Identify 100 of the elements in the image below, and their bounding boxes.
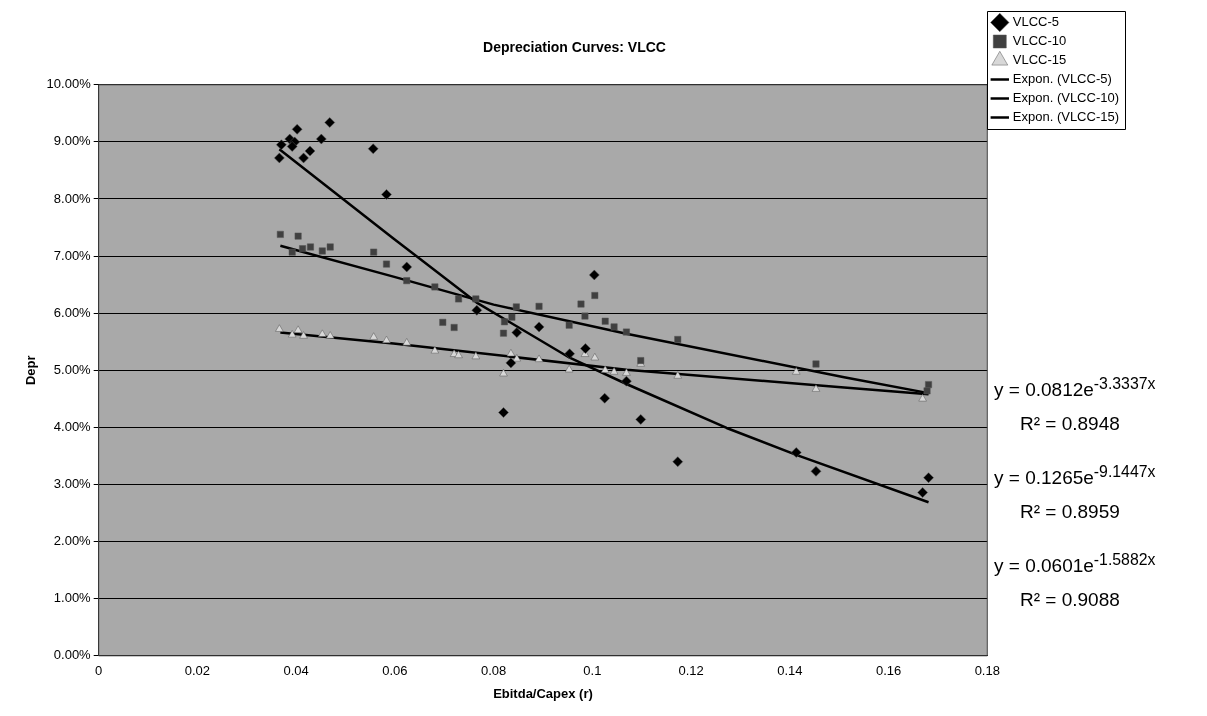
point <box>298 152 309 164</box>
x-tick-label: 0.18 <box>974 663 1000 679</box>
point <box>672 456 684 467</box>
point <box>812 360 820 368</box>
point <box>369 332 378 340</box>
point <box>621 375 632 387</box>
point <box>610 323 618 331</box>
point <box>288 248 296 256</box>
x-tick-label: 0.16 <box>875 663 902 679</box>
point <box>601 365 610 373</box>
y-tick-label: 6.00% <box>53 304 92 320</box>
point <box>601 317 609 325</box>
point <box>506 348 516 357</box>
point <box>590 352 599 361</box>
point <box>565 364 574 373</box>
point <box>316 133 327 145</box>
point <box>318 247 326 255</box>
point <box>810 466 822 477</box>
y-tick-label: 3.00% <box>53 476 92 492</box>
point <box>472 295 480 303</box>
y-tick-label: 0.00% <box>53 647 92 663</box>
text: R² = 0.8959 <box>1020 500 1120 524</box>
y-tick-label: 5.00% <box>53 361 92 377</box>
point <box>439 318 447 326</box>
y-tick-label: 4.00% <box>53 418 92 434</box>
legend-label: VLCC-5 <box>1012 14 1060 30</box>
x-tick-label: 0 <box>95 663 103 679</box>
point <box>286 141 298 152</box>
point <box>403 277 411 285</box>
point <box>811 384 821 392</box>
point <box>326 331 335 339</box>
text: R² = 0.8948 <box>1020 412 1120 436</box>
x-tick-label: 0.1 <box>583 663 602 679</box>
point <box>512 303 520 311</box>
y-tick-label: 9.00% <box>53 133 92 149</box>
point <box>370 248 378 256</box>
chart-title: Depreciation Curves: VLCC <box>483 39 666 56</box>
point <box>622 328 630 336</box>
x-axis-title: Ebitda/Capex (r) <box>493 685 593 701</box>
point <box>430 346 440 354</box>
point <box>401 261 412 273</box>
point <box>917 487 928 498</box>
x-tick-label: 0.14 <box>777 663 803 679</box>
point <box>577 300 585 308</box>
text: y = 0.1265e$^{-9.1447x}$ <box>994 462 1156 491</box>
point <box>564 348 575 359</box>
y-axis-title: Depr <box>23 355 39 386</box>
point <box>589 269 600 281</box>
point <box>534 354 544 362</box>
legend-label: VLCC-10 <box>1012 33 1067 49</box>
point <box>635 414 646 425</box>
x-tick-label: 0.04 <box>283 663 309 679</box>
y-tick-label: 10.00% <box>46 76 92 92</box>
x-tick-label: 0.08 <box>480 663 507 679</box>
point <box>609 367 619 375</box>
point <box>471 305 483 316</box>
point <box>274 152 285 164</box>
point <box>500 329 507 337</box>
point <box>291 124 303 135</box>
point <box>923 472 934 483</box>
point <box>455 295 463 303</box>
y-tick-label: 2.00% <box>53 533 92 549</box>
point <box>505 357 517 369</box>
point <box>383 260 390 268</box>
point <box>792 367 801 375</box>
point <box>580 343 591 354</box>
point <box>511 327 523 338</box>
point <box>367 143 379 154</box>
point <box>499 368 508 377</box>
y-tick-label: 8.00% <box>53 190 92 206</box>
point <box>294 232 302 240</box>
point <box>318 329 327 337</box>
point <box>581 312 589 320</box>
point <box>790 447 802 458</box>
x-tick-label: 0.02 <box>184 663 211 679</box>
point <box>431 283 439 291</box>
point <box>402 338 411 346</box>
point <box>925 381 932 389</box>
x-tick-label: 0.12 <box>678 663 704 679</box>
point <box>307 243 314 251</box>
point <box>288 330 297 338</box>
point <box>382 335 391 344</box>
point <box>498 407 509 418</box>
point <box>276 230 284 238</box>
text: y = 0.0812e$^{-3.3337x}$ <box>994 374 1156 403</box>
point <box>299 331 308 339</box>
point <box>276 139 287 151</box>
point <box>674 336 682 343</box>
point <box>450 324 458 331</box>
legend-label: VLCC-15 <box>1012 52 1067 68</box>
point <box>508 313 516 321</box>
legend-label: Expon. (VLCC-10) <box>1012 90 1120 106</box>
point <box>324 117 335 128</box>
point <box>591 292 599 299</box>
legend-label: Expon. (VLCC-5) <box>1012 71 1112 87</box>
x-tick-label: 0.06 <box>382 663 408 679</box>
point <box>501 318 508 326</box>
point <box>304 145 316 157</box>
legend-label: Expon. (VLCC-15) <box>1012 109 1120 125</box>
point <box>299 245 307 253</box>
